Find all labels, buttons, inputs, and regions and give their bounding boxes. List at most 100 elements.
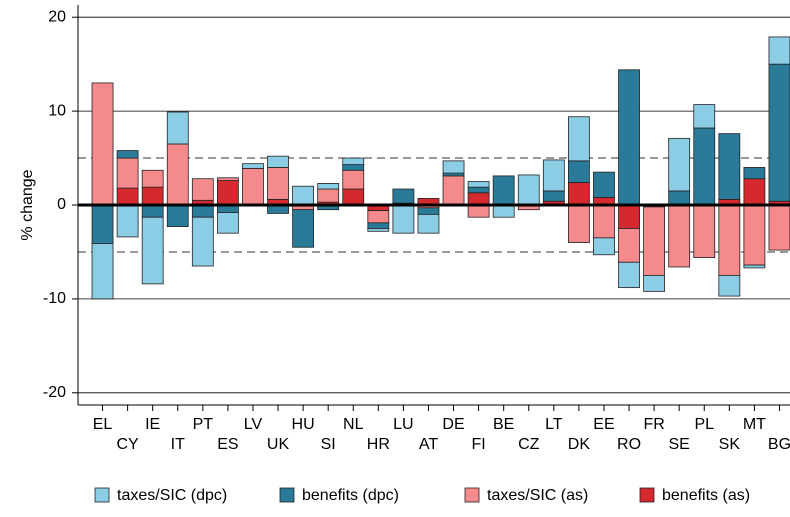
x-tick-label: PT bbox=[193, 416, 214, 433]
bar-segment bbox=[542, 190, 565, 202]
x-tick-label: IE bbox=[145, 416, 160, 433]
bar-segment bbox=[593, 204, 615, 239]
x-tick-label: EE bbox=[593, 416, 614, 433]
x-tick-label: SI bbox=[321, 436, 336, 453]
bar-segment bbox=[517, 174, 540, 206]
bar-segment bbox=[116, 204, 139, 238]
bar-segment bbox=[567, 160, 590, 183]
bar-segment bbox=[467, 204, 490, 218]
bar-segment bbox=[442, 160, 465, 174]
y-tick-label: 10 bbox=[48, 102, 66, 119]
bar-segment bbox=[417, 213, 440, 234]
bar-segment bbox=[643, 275, 666, 292]
bar-segment bbox=[593, 237, 615, 256]
y-tick-label: -10 bbox=[43, 290, 66, 307]
bar-segment bbox=[467, 181, 490, 188]
bar-segment bbox=[317, 188, 340, 203]
x-tick-label: IT bbox=[171, 436, 185, 453]
x-tick-label: SE bbox=[669, 436, 690, 453]
bar-segment bbox=[116, 187, 139, 206]
x-tick-label: LV bbox=[244, 416, 263, 433]
x-tick-label: FI bbox=[471, 436, 485, 453]
bar-segment bbox=[342, 169, 365, 190]
bar-segment bbox=[367, 210, 390, 224]
bar-segment bbox=[191, 204, 214, 218]
y-tick-label: 20 bbox=[48, 8, 66, 25]
legend-swatch bbox=[279, 487, 295, 503]
bar-segment bbox=[442, 172, 465, 177]
x-tick-label: LT bbox=[545, 416, 563, 433]
bar-segment bbox=[768, 63, 790, 202]
bar-segment bbox=[116, 150, 139, 159]
bar-segment bbox=[191, 178, 214, 201]
bar-segment bbox=[618, 69, 640, 206]
bar-segment bbox=[542, 159, 565, 192]
y-tick-label: 0 bbox=[57, 196, 66, 213]
legend-swatch bbox=[94, 487, 110, 503]
bar-segment bbox=[141, 216, 164, 285]
bar-segment bbox=[91, 243, 114, 300]
x-tick-label: AT bbox=[419, 436, 438, 453]
bar-segment bbox=[166, 204, 189, 227]
x-tick-label: EL bbox=[93, 416, 113, 433]
bar-segment bbox=[267, 167, 289, 200]
x-tick-label: NL bbox=[343, 416, 364, 433]
bar-segment bbox=[417, 207, 440, 215]
x-tick-label: MT bbox=[743, 416, 766, 433]
bar-segment bbox=[141, 186, 164, 206]
y-axis-label: % change bbox=[19, 169, 36, 240]
x-tick-label: LU bbox=[393, 416, 413, 433]
y-tick-label: -20 bbox=[43, 384, 66, 401]
bar-segment bbox=[693, 104, 716, 129]
legend-swatch bbox=[464, 487, 480, 503]
bar-segment bbox=[141, 204, 164, 218]
bar-segment bbox=[292, 185, 315, 206]
bar-segment bbox=[593, 171, 615, 198]
x-tick-label: BE bbox=[493, 416, 514, 433]
bar-segment bbox=[668, 204, 691, 268]
bar-segment bbox=[342, 188, 365, 206]
x-tick-label: FR bbox=[643, 416, 664, 433]
bar-segment bbox=[392, 204, 415, 234]
bar-segment bbox=[743, 264, 766, 269]
x-tick-label: DE bbox=[442, 416, 464, 433]
bar-segment bbox=[467, 192, 490, 206]
bar-segment bbox=[743, 178, 766, 206]
bar-segment bbox=[166, 143, 189, 206]
bar-segment bbox=[668, 190, 691, 206]
bar-segment bbox=[242, 163, 264, 169]
legend-label: benefits (dpc) bbox=[302, 487, 399, 504]
legend-label: benefits (as) bbox=[662, 487, 750, 504]
bar-segment bbox=[116, 157, 139, 189]
bar-segment bbox=[618, 204, 640, 229]
bar-segment bbox=[392, 188, 415, 204]
x-tick-label: HR bbox=[367, 436, 390, 453]
bar-segment bbox=[693, 204, 716, 258]
bar-segment bbox=[292, 209, 315, 248]
bar-segment bbox=[768, 36, 790, 65]
bar-segment bbox=[467, 186, 490, 194]
bar-segment bbox=[367, 228, 390, 232]
bar-segment bbox=[567, 182, 590, 206]
bar-segment bbox=[492, 204, 515, 218]
bar-segment bbox=[618, 261, 640, 289]
bar-segment bbox=[693, 127, 716, 206]
x-tick-label: RO bbox=[617, 436, 641, 453]
bar-segment bbox=[141, 169, 164, 188]
x-tick-label: CZ bbox=[518, 436, 540, 453]
bar-segment bbox=[342, 164, 365, 171]
x-tick-label: UK bbox=[267, 436, 290, 453]
x-tick-label: PL bbox=[694, 416, 714, 433]
bar-segment bbox=[216, 212, 239, 234]
bar-segment bbox=[91, 204, 114, 244]
bar-segment bbox=[567, 116, 590, 162]
bar-segment bbox=[618, 228, 640, 263]
bar-segment bbox=[216, 177, 239, 181]
legend-label: taxes/SIC (dpc) bbox=[117, 487, 227, 504]
bar-segment bbox=[242, 167, 264, 206]
bar-segment bbox=[267, 155, 289, 168]
bar-segment bbox=[743, 167, 766, 180]
bar-segment bbox=[743, 204, 766, 266]
bar-segment bbox=[492, 175, 515, 206]
